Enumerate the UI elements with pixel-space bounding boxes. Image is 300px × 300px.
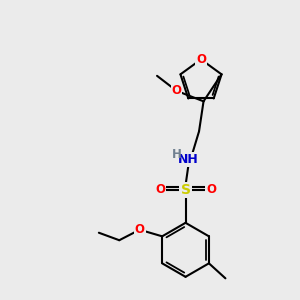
Text: O: O — [206, 183, 216, 196]
Text: O: O — [155, 183, 165, 196]
Text: NH: NH — [178, 153, 199, 166]
Text: O: O — [135, 223, 145, 236]
Text: O: O — [172, 84, 182, 97]
Text: S: S — [181, 183, 190, 197]
Text: O: O — [196, 53, 206, 66]
Text: H: H — [172, 148, 182, 161]
